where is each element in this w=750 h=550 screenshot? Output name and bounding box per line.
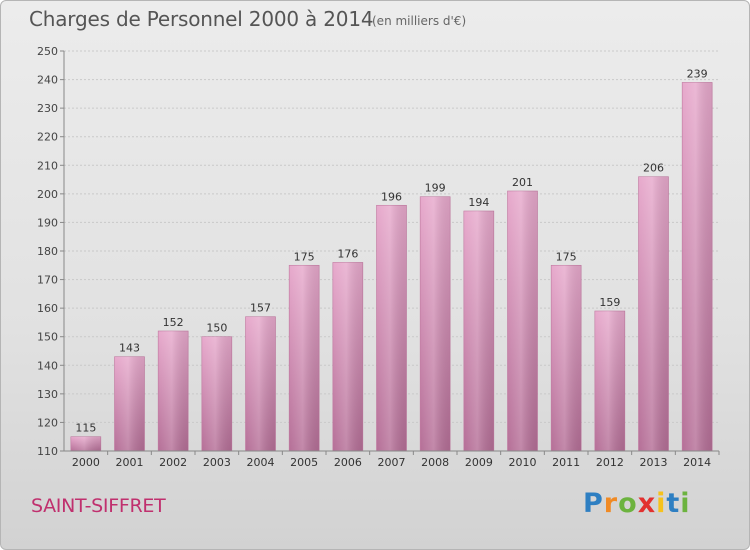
bar-shine bbox=[507, 191, 538, 451]
bar-value-label: 199 bbox=[425, 182, 446, 195]
bar-shine bbox=[420, 196, 451, 451]
logo-letter: o bbox=[618, 488, 638, 519]
logo-letter: t bbox=[666, 488, 681, 519]
logo-letter: P bbox=[583, 488, 604, 519]
bar-value-label: 201 bbox=[512, 176, 533, 189]
x-tick-label: 2009 bbox=[465, 456, 493, 469]
chart-subtitle: (en milliers d'€) bbox=[372, 14, 467, 28]
logo-letter: i bbox=[656, 488, 667, 519]
y-tick-label: 210 bbox=[37, 159, 58, 172]
y-tick-label: 110 bbox=[37, 445, 58, 458]
y-tick-label: 160 bbox=[37, 302, 58, 315]
bar-shine bbox=[594, 311, 625, 451]
bar-shine bbox=[201, 336, 232, 451]
bar-value-label: 194 bbox=[468, 196, 489, 209]
bar-value-label: 115 bbox=[75, 422, 96, 435]
x-tick-label: 2001 bbox=[116, 456, 144, 469]
y-tick-label: 200 bbox=[37, 188, 58, 201]
y-tick-label: 220 bbox=[37, 131, 58, 144]
bar-value-label: 159 bbox=[599, 296, 620, 309]
bar-shine bbox=[682, 82, 713, 451]
x-tick-label: 2008 bbox=[421, 456, 449, 469]
x-tick-label: 2014 bbox=[683, 456, 711, 469]
bars: 115 143 152 150 157 175 176 196 199 194 201 175 159 2… bbox=[70, 67, 713, 452]
bar-shine bbox=[70, 436, 101, 451]
y-tick-label: 130 bbox=[37, 388, 58, 401]
x-tick-label: 2000 bbox=[72, 456, 100, 469]
y-tick-label: 240 bbox=[37, 74, 58, 87]
bar-shine bbox=[289, 265, 320, 451]
bar-value-label: 175 bbox=[294, 250, 315, 263]
logo-letter: r bbox=[603, 488, 619, 519]
y-tick-label: 250 bbox=[37, 45, 58, 58]
x-tick-label: 2007 bbox=[378, 456, 406, 469]
bar-shine bbox=[376, 205, 407, 451]
y-tick-label: 150 bbox=[37, 331, 58, 344]
y-tick-label: 230 bbox=[37, 102, 58, 115]
bar-value-label: 150 bbox=[206, 322, 227, 335]
bar-value-label: 239 bbox=[687, 67, 708, 80]
logo-letter: i bbox=[680, 488, 691, 519]
x-tick-label: 2002 bbox=[159, 456, 187, 469]
proxiti-logo: Proxiti bbox=[583, 488, 691, 519]
x-tick-label: 2004 bbox=[247, 456, 275, 469]
x-tick-label: 2005 bbox=[290, 456, 318, 469]
bar-shine bbox=[463, 211, 494, 451]
y-tick-label: 140 bbox=[37, 359, 58, 372]
bar-value-label: 176 bbox=[337, 247, 358, 260]
logo-letter: x bbox=[637, 488, 657, 519]
chart-title: Charges de Personnel 2000 à 2014 bbox=[29, 7, 374, 31]
bar-value-label: 152 bbox=[163, 316, 184, 329]
bar-shine bbox=[245, 316, 276, 451]
x-tick-label: 2011 bbox=[552, 456, 580, 469]
commune-name: SAINT-SIFFRET bbox=[31, 495, 166, 517]
y-tick-label: 170 bbox=[37, 274, 58, 287]
bar-shine bbox=[158, 331, 189, 451]
bar-value-label: 196 bbox=[381, 190, 402, 203]
y-tick-label: 190 bbox=[37, 216, 58, 229]
axes: 110 120 130 140 150 160 170 180 190 200 210 220 230 2… bbox=[37, 45, 720, 469]
bar-value-label: 143 bbox=[119, 342, 140, 355]
y-tick-label: 120 bbox=[37, 416, 58, 429]
bar-shine bbox=[638, 176, 669, 451]
x-tick-label: 2003 bbox=[203, 456, 231, 469]
bar-value-label: 157 bbox=[250, 302, 271, 315]
x-tick-label: 2010 bbox=[509, 456, 537, 469]
bar-shine bbox=[551, 265, 582, 451]
y-tick-label: 180 bbox=[37, 245, 58, 258]
bar-shine bbox=[114, 356, 145, 451]
bar-value-label: 206 bbox=[643, 162, 664, 175]
x-tick-label: 2012 bbox=[596, 456, 624, 469]
x-tick-label: 2013 bbox=[640, 456, 668, 469]
x-tick-label: 2006 bbox=[334, 456, 362, 469]
bar-shine bbox=[332, 262, 363, 451]
bar-value-label: 175 bbox=[556, 250, 577, 263]
